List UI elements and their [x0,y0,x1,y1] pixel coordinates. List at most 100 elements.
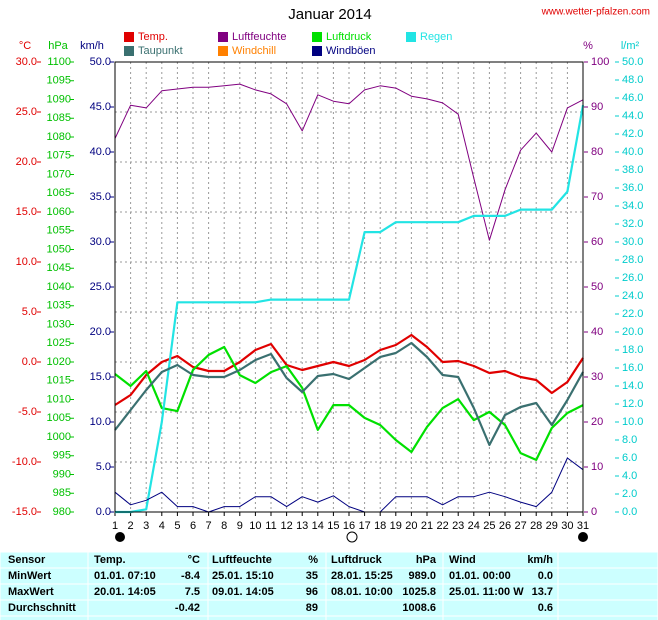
series-line [114,341,584,447]
table-cell-text: 01.01. 00:00 [449,570,511,582]
legend-label: Windchill [232,45,276,57]
table-cell-text: 96 [306,586,318,598]
y-tick-label: 30 [591,371,603,383]
table-cell [442,615,559,620]
x-tick-label: 27 [514,520,526,532]
table-header: Sensor [8,554,46,566]
y-tick-label: 44.0 [622,110,643,122]
x-tick-label: 26 [499,520,511,532]
y-tick-label: 90 [591,101,603,113]
y-tick-label: 4.0 [622,470,637,482]
series-line [115,105,585,514]
axis-unit: hPa [48,40,68,52]
table-cell-text: 08.01. 10:00 [331,586,393,598]
x-tick-label: 17 [358,520,370,532]
y-tick-label: 1095 [47,75,71,87]
table-cell-text: 35 [306,570,318,582]
x-tick-label: 25 [483,520,495,532]
table-cell-text: 20.01. 14:05 [94,586,156,598]
y-tick-label: 50.0 [622,56,643,68]
moon-new [578,532,588,542]
y-tick-label: 20.0 [622,326,643,338]
x-tick-label: 3 [143,520,149,532]
table-cell [207,615,327,620]
y-tick-label: 30.0 [16,56,37,68]
y-tick-label: 6.0 [622,452,637,464]
y-tick-label: 1070 [47,168,71,180]
x-tick-label: 12 [280,520,292,532]
x-tick-label: 6 [190,520,196,532]
y-tick-label: 5.0 [96,461,111,473]
x-tick-label: 13 [296,520,308,532]
series-line [114,333,584,406]
y-tick-label: 45.0 [90,101,111,113]
axis-unit: % [583,40,593,52]
y-tick-label: 15.0 [90,371,111,383]
x-tick-label: 10 [249,520,261,532]
y-tick-label: 1090 [47,93,71,105]
x-tick-label: 9 [237,520,243,532]
x-tick-label: 1 [112,520,118,532]
legend-label: Taupunkt [138,45,183,57]
table-cell-text: 09.01. 14:05 [212,586,274,598]
y-tick-label: 18.0 [622,344,643,356]
y-tick-label: 1060 [47,206,71,218]
table-cell-text: 1008.6 [402,602,436,614]
y-tick-label: 70 [591,191,603,203]
table-cell [0,615,89,620]
y-tick-label: 80 [591,146,603,158]
y-tick-label: 2.0 [622,488,637,500]
x-tick-label: 23 [452,520,464,532]
plot-frame [114,61,584,513]
series-line [114,345,584,461]
y-tick-label: 1050 [47,243,71,255]
legend-label: Regen [420,31,452,43]
y-tick-label: 40.0 [90,146,111,158]
y-tick-label: 1045 [47,262,71,274]
x-tick-label: 20 [405,520,417,532]
axis-unit: l/m² [621,40,640,52]
y-tick-label: 1075 [47,150,71,162]
legend-swatch [218,46,228,56]
table-header: Luftdruck [331,554,383,566]
table-header: Luftfeuchte [212,554,272,566]
table-cell-text: -0.42 [175,602,200,614]
x-tick-label: 18 [374,520,386,532]
series-line [114,83,584,241]
y-tick-label: 1005 [47,412,71,424]
table-cell [557,583,658,601]
table-cell-text: 01.01. 07:10 [94,570,156,582]
table-cell [557,599,658,617]
table-header: Wind [449,554,476,566]
legend-label: Temp. [138,31,168,43]
table-cell [87,615,209,620]
y-tick-label: 10 [591,461,603,473]
y-tick-label: 1080 [47,131,71,143]
y-tick-label: 10.0 [16,256,37,268]
series-line [114,457,584,513]
table-header: Temp. [94,554,126,566]
y-tick-label: 38.0 [622,164,643,176]
x-tick-label: 31 [577,520,589,532]
x-tick-label: 7 [206,520,212,532]
y-tick-label: 14.0 [622,380,643,392]
x-tick-label: 30 [561,520,573,532]
y-tick-label: 60 [591,236,603,248]
y-tick-label: 990 [53,468,71,480]
legend-swatch [124,46,134,56]
y-tick-label: 50 [591,281,603,293]
y-tick-label: 1055 [47,225,71,237]
y-tick-label: 1065 [47,187,71,199]
y-tick-label: 1020 [47,356,71,368]
axis-unit: °C [19,40,31,52]
table-cell [557,615,658,620]
x-tick-label: 24 [468,520,480,532]
chart-title: Januar 2014 [288,6,371,23]
table-cell-text: 13.7 [532,586,553,598]
y-tick-label: 0 [591,506,597,518]
table-header: °C [188,554,200,566]
table-cell-text: 7.5 [185,586,200,598]
y-tick-label: 34.0 [622,200,643,212]
